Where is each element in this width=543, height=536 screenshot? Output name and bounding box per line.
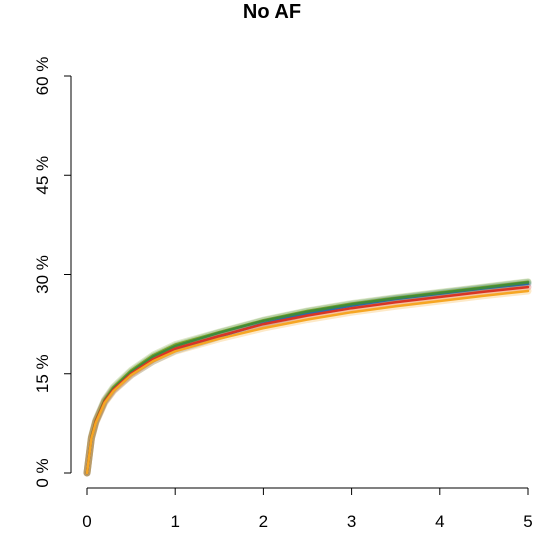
y-tick-label: 0 %: [33, 458, 52, 487]
x-tick-label: 0: [82, 512, 91, 531]
chart-title: No AF: [243, 1, 301, 23]
series-line: [85, 281, 530, 475]
x-tick-label: 2: [259, 512, 268, 531]
series-line: [85, 289, 530, 475]
y-tick-label: 45 %: [33, 156, 52, 195]
x-tick-label: 3: [347, 512, 356, 531]
series-group: [83, 278, 532, 477]
y-tick-label: 15 %: [33, 354, 52, 393]
y-tick-label: 60 %: [33, 57, 52, 96]
axes: 0 1 2 3 4 5 0 % 15 % 30 % 45 % 60 %: [33, 57, 533, 531]
x-tick-label: 5: [523, 512, 532, 531]
x-tick-label: 1: [170, 512, 179, 531]
y-tick-label: 30 %: [33, 255, 52, 294]
series-line: [85, 285, 530, 475]
x-tick-label: 4: [435, 512, 444, 531]
